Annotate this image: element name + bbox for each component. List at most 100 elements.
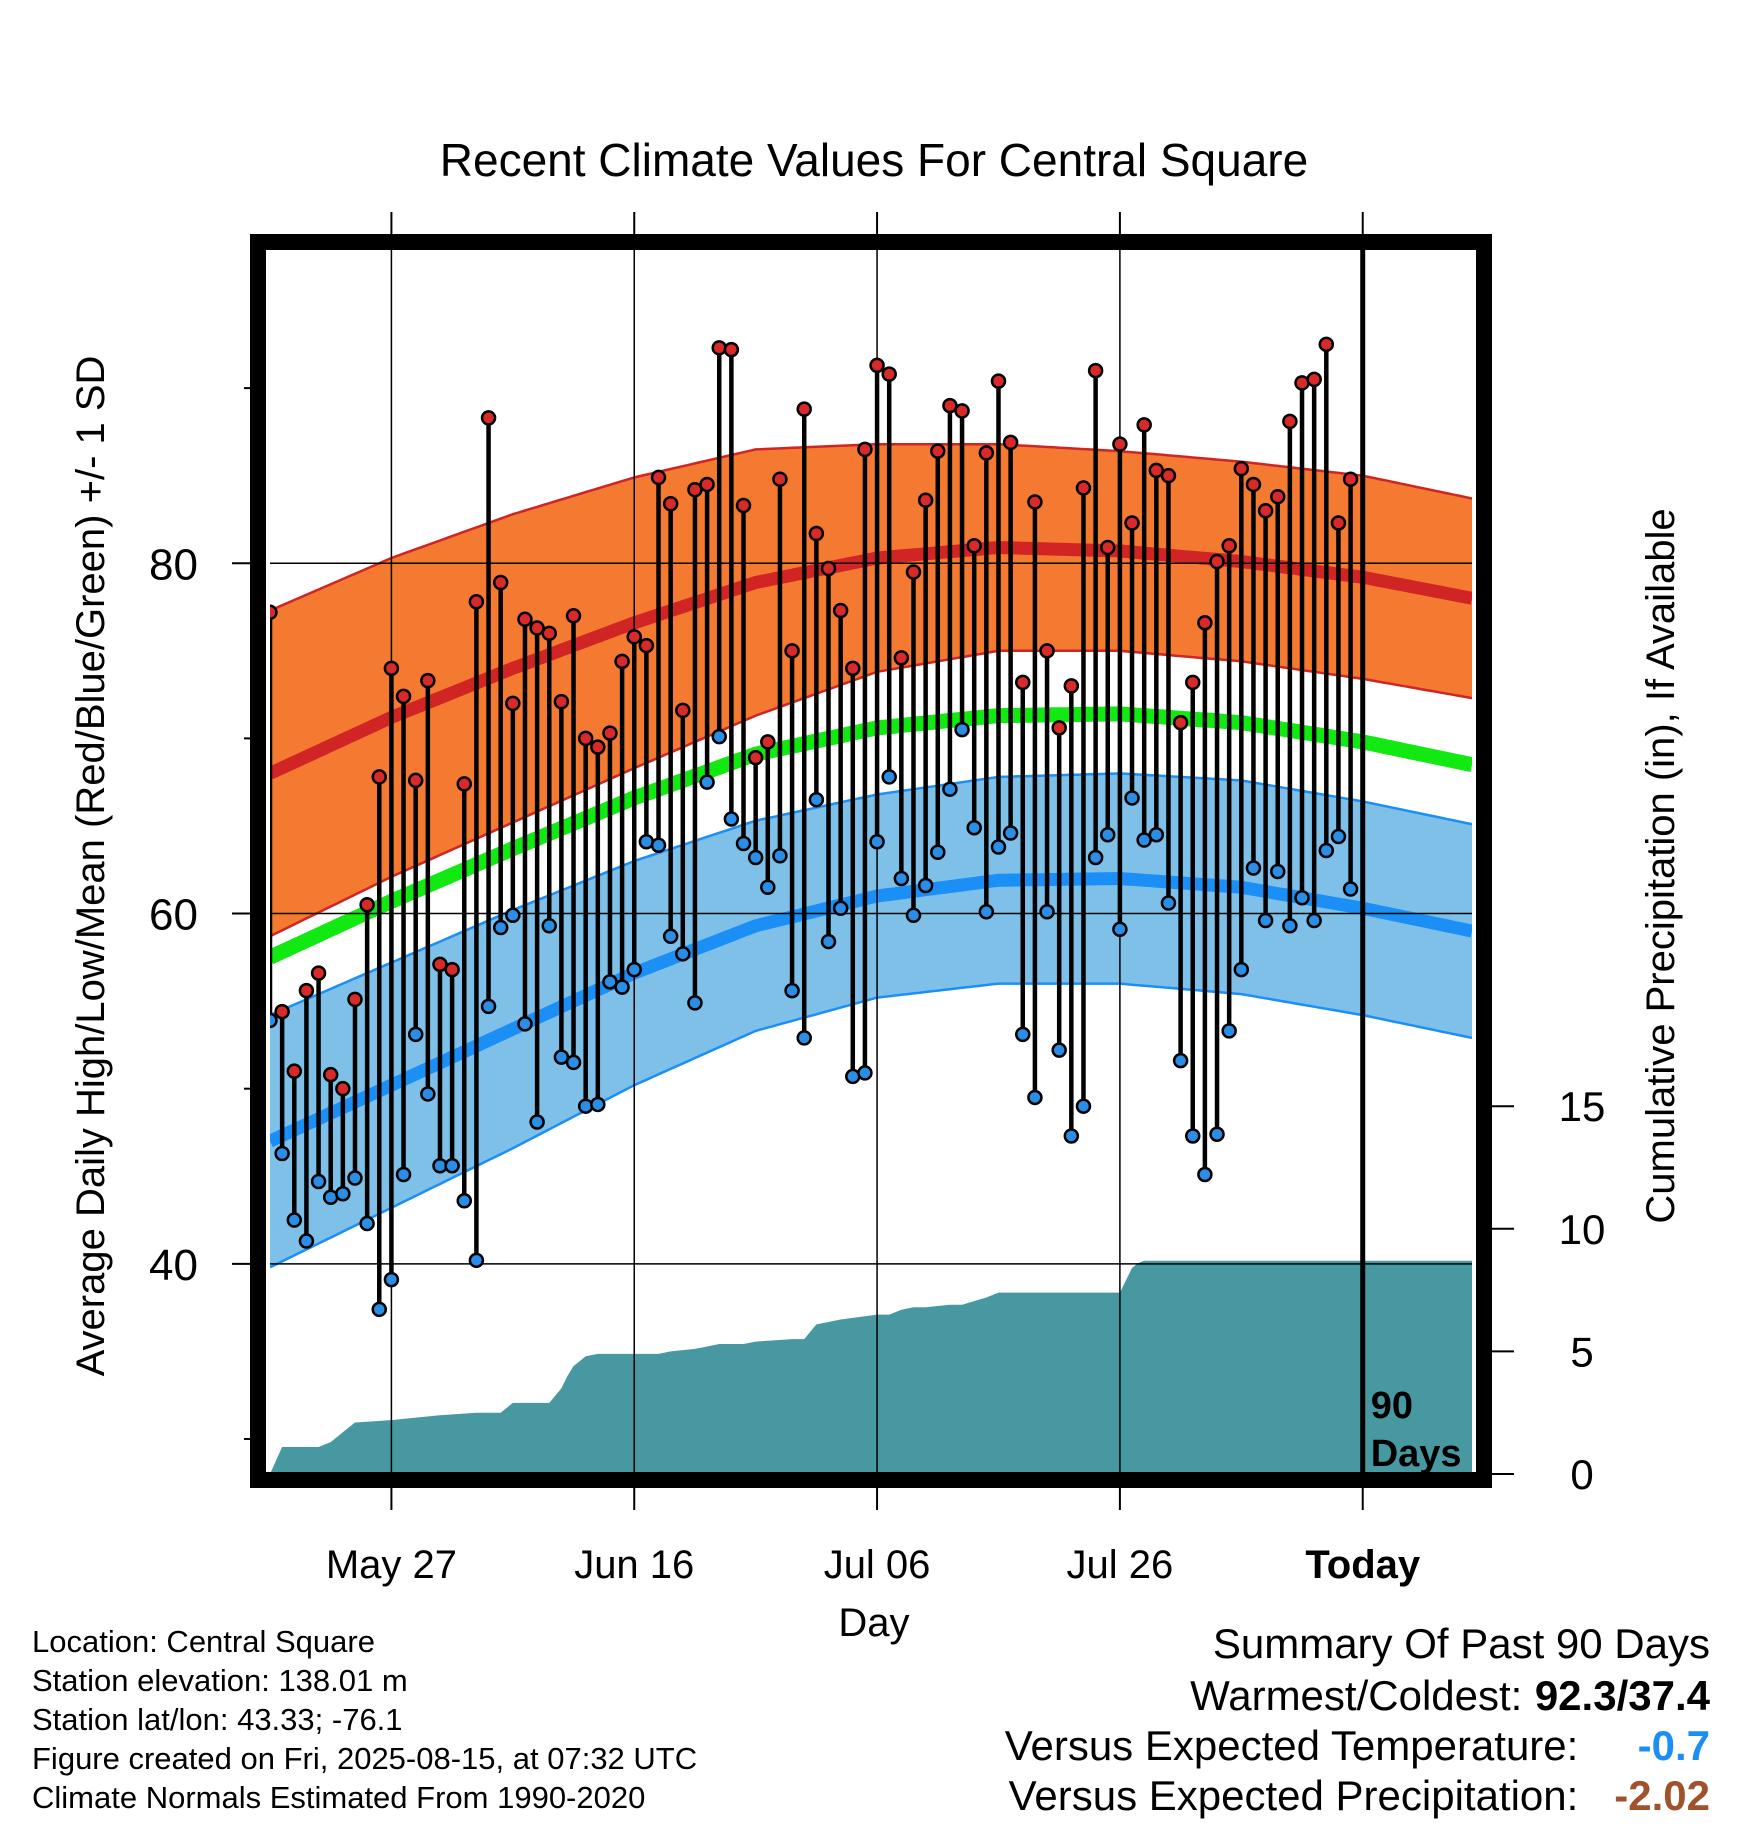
y2-axis-label: Cumulative Precipitation (in), If Availa… [1639, 508, 1683, 1223]
low-point [675, 946, 691, 962]
high-point [371, 769, 388, 785]
low-point [1051, 1042, 1067, 1058]
low-point [954, 721, 970, 738]
high-point [747, 749, 764, 766]
high-point [626, 629, 642, 645]
high-point [1197, 615, 1213, 631]
low-point [310, 1173, 327, 1190]
high-point [492, 574, 509, 591]
temp-value: -0.7 [1637, 1722, 1710, 1769]
high-point [1306, 371, 1322, 388]
y2-tick-label: 5 [1570, 1328, 1593, 1375]
low-upper-line [270, 772, 1472, 1017]
high-point [1184, 674, 1201, 691]
x-tick-label: Jul 26 [1067, 1543, 1174, 1587]
low-point [687, 995, 703, 1011]
high-point [310, 965, 327, 981]
high-point [1330, 515, 1347, 531]
low-point [1075, 1098, 1092, 1114]
low-point [1233, 961, 1250, 978]
low-point [772, 847, 788, 864]
low-point [893, 870, 910, 887]
high-point [565, 608, 582, 624]
low-point [298, 1233, 315, 1249]
high-point [784, 643, 800, 659]
low-point [1160, 895, 1177, 911]
low-mean-line [270, 871, 1472, 1148]
low-point [711, 728, 727, 745]
low-point [784, 982, 800, 999]
precip-value: -2.02 [1614, 1772, 1710, 1819]
low-point [626, 961, 642, 978]
high-point [760, 734, 776, 750]
low-point [1100, 826, 1116, 843]
high-point [808, 525, 825, 542]
plot-content [270, 248, 1472, 1474]
low-point [820, 933, 837, 950]
chart-title: Recent Climate Values For Central Square [440, 134, 1308, 186]
high-point [614, 653, 630, 670]
low-point [1282, 918, 1298, 934]
low-point [881, 769, 897, 785]
high-point [662, 495, 679, 512]
low-point [371, 1301, 388, 1318]
high-point [590, 739, 606, 755]
high-point [383, 660, 400, 677]
high-point [420, 672, 436, 689]
low-point [723, 811, 740, 827]
low-point [1306, 912, 1322, 929]
high-point [638, 637, 655, 654]
low-point [1087, 849, 1104, 866]
high-point [772, 471, 788, 487]
low-point [966, 819, 982, 836]
high-point [444, 961, 460, 978]
low-point [1221, 1023, 1237, 1039]
high-point [468, 594, 485, 610]
low-point [359, 1215, 375, 1232]
high-point [1160, 467, 1177, 484]
plot-area: 90 Days May 27 Jun 16 Jul 06 Jul 26 Today 40 60 8… [149, 212, 1605, 1587]
info-normals: Climate Normals Estimated From 1990-2020 [32, 1780, 646, 1815]
low-point [1002, 825, 1019, 841]
low-point [270, 1012, 278, 1029]
high-point [1233, 460, 1250, 477]
high-point [917, 492, 934, 508]
low-point [930, 844, 946, 860]
x-tick-label: Jun 16 [574, 1543, 694, 1587]
summary-precip: Versus Expected Precipitation: -2.02 [1009, 1772, 1710, 1820]
precip-label: Versus Expected Precipitation: [1008, 1772, 1579, 1819]
low-point [614, 979, 630, 995]
high-point [456, 776, 473, 792]
low-point [1112, 921, 1128, 938]
low-point [505, 907, 521, 924]
high-point [1075, 480, 1092, 496]
high-point [395, 688, 412, 705]
high-point [881, 366, 897, 382]
high-point [650, 469, 667, 486]
x-tick-label: May 27 [326, 1543, 457, 1587]
y2-tick-label: 0 [1570, 1451, 1593, 1498]
low-point [1172, 1052, 1189, 1069]
low-point [699, 774, 715, 790]
high-point [723, 341, 740, 358]
low-point [747, 849, 764, 866]
high-point [699, 476, 715, 493]
high-point [869, 357, 885, 374]
low-point [395, 1166, 412, 1183]
low-point [1184, 1128, 1201, 1144]
summary-temp: Versus Expected Temperature: -0.7 [1005, 1722, 1710, 1770]
low-point [1027, 1089, 1043, 1106]
low-point [1269, 863, 1286, 880]
temp-label: Versus Expected Temperature: [1004, 1722, 1579, 1769]
low-point [577, 1098, 594, 1114]
low-point [917, 877, 934, 894]
mean-line [270, 706, 1472, 965]
high-lower-line [270, 649, 1472, 938]
info-elevation: Station elevation: 138.01 m [32, 1663, 408, 1698]
low-point [760, 879, 776, 896]
info-created: Figure created on Fri, 2025-08-15, at 07… [32, 1741, 698, 1776]
x-tick-label: Today [1305, 1543, 1421, 1587]
low-point [1197, 1166, 1213, 1183]
x-tick-label: Jul 06 [824, 1543, 931, 1587]
high-point [1172, 714, 1189, 731]
